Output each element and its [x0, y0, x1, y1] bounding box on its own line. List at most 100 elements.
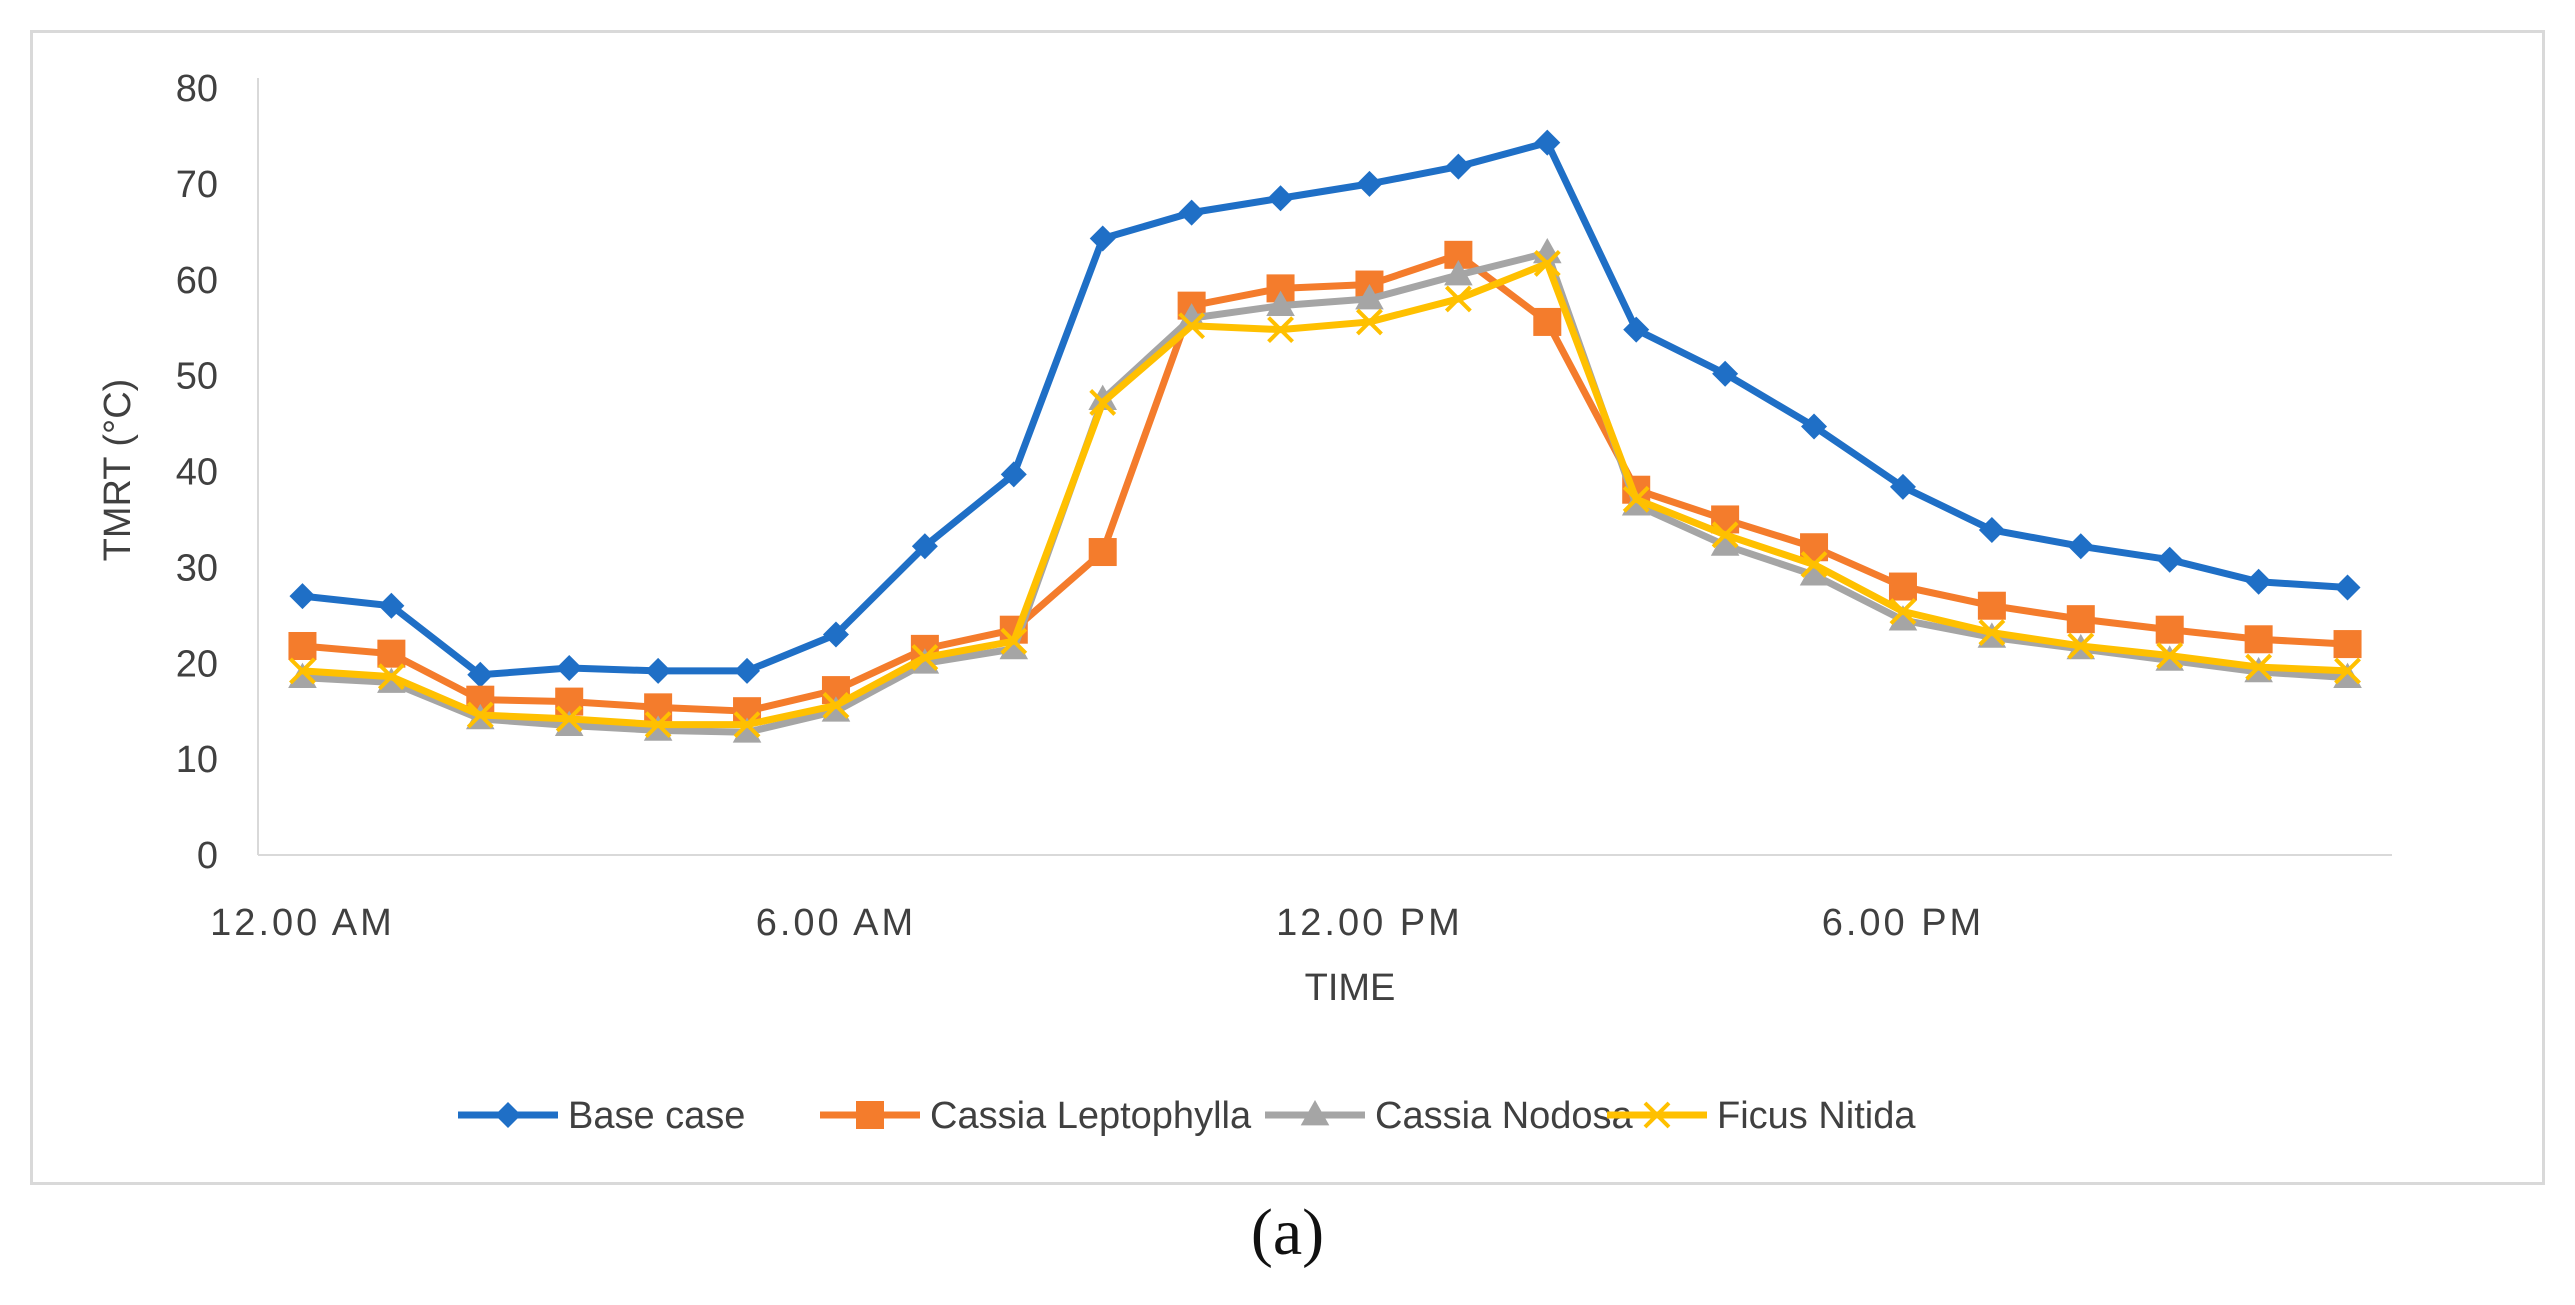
data-point — [289, 583, 316, 610]
series-3 — [289, 250, 2361, 739]
y-tick-label: 40 — [176, 452, 218, 494]
legend-item: Ficus Nitida — [1607, 1095, 1916, 1137]
data-point — [1089, 225, 1116, 252]
data-point — [1355, 283, 1384, 310]
data-point — [1177, 303, 1206, 329]
legend-label: Base case — [568, 1095, 745, 1137]
data-point — [2156, 546, 2183, 573]
data-point — [2066, 605, 2095, 634]
data-point — [999, 633, 1029, 660]
data-point — [2245, 568, 2272, 595]
legend-label: Cassia Leptophylla — [930, 1095, 1252, 1137]
legend-item: Cassia Leptophylla — [820, 1095, 1252, 1137]
data-point — [466, 701, 494, 729]
data-point — [2334, 657, 2361, 685]
data-point — [1088, 384, 1118, 410]
data-point — [2333, 662, 2362, 689]
data-point — [1888, 605, 1918, 631]
plot-area — [288, 129, 2362, 743]
y-tick-label: 0 — [197, 835, 218, 877]
data-point — [1534, 129, 1561, 156]
data-point — [495, 1102, 521, 1128]
x-tick-label: 6.00 PM — [1822, 902, 1985, 944]
legend-label: Cassia Nodosa — [1375, 1095, 1634, 1137]
data-point — [289, 657, 316, 685]
data-point — [1977, 591, 2006, 620]
x-axis: 12.00 AM 6.00 AM 12.00 PM 6.00 PM — [210, 854, 2392, 944]
data-point — [1643, 1101, 1671, 1129]
data-point — [467, 661, 494, 688]
data-point — [1623, 316, 1650, 343]
data-point — [1444, 260, 1473, 286]
series-line — [302, 259, 2348, 729]
data-point — [1712, 360, 1739, 387]
data-point — [1533, 250, 1561, 277]
series-line — [302, 139, 2348, 679]
series-0 — [289, 129, 2361, 688]
data-point — [2067, 632, 2095, 660]
data-point — [1622, 485, 1650, 513]
data-point — [1088, 538, 1117, 567]
data-point — [555, 705, 583, 733]
legend-label: Ficus Nitida — [1717, 1095, 1916, 1137]
data-point — [377, 639, 406, 668]
data-point — [1978, 619, 2006, 646]
data-point — [1300, 1100, 1330, 1126]
data-point — [1889, 473, 1916, 500]
data-point — [1178, 312, 1206, 340]
data-point — [1710, 530, 1740, 556]
data-point — [822, 621, 849, 648]
data-point — [2244, 625, 2273, 654]
data-point — [732, 717, 762, 743]
series-line — [302, 251, 2348, 715]
data-point — [2067, 533, 2094, 560]
data-point — [1089, 389, 1117, 416]
data-point — [288, 662, 317, 689]
y-tick-label: 20 — [176, 643, 218, 685]
data-point — [554, 710, 584, 736]
y-tick-label: 60 — [176, 260, 218, 302]
chart-frame — [30, 30, 2545, 1185]
data-point — [1178, 199, 1205, 226]
x-tick-label: 6.00 AM — [756, 902, 916, 944]
x-tick-label: 12.00 AM — [210, 902, 395, 944]
data-point — [1888, 572, 1917, 601]
data-point — [1444, 285, 1472, 313]
figure-caption: (a) — [1250, 1196, 1325, 1269]
data-point — [288, 631, 317, 660]
data-point — [733, 711, 761, 739]
data-point — [556, 655, 583, 682]
x-tick-label: 12.00 PM — [1276, 902, 1463, 944]
legend-item: Cassia Nodosa — [1265, 1095, 1634, 1137]
y-tick-label: 10 — [176, 739, 218, 781]
data-point — [1356, 308, 1383, 336]
data-point — [378, 592, 405, 619]
y-axis-title: TMRT (°C) — [97, 379, 139, 562]
series-line — [302, 249, 2348, 736]
data-point — [1533, 307, 1562, 336]
data-point — [911, 644, 939, 671]
data-point — [856, 1101, 884, 1129]
data-point — [1445, 153, 1472, 180]
data-point — [1267, 316, 1294, 344]
series-1 — [288, 240, 2362, 726]
data-point — [2333, 630, 2362, 659]
data-point — [1267, 185, 1294, 212]
y-axis: 0 10 20 30 40 50 60 70 80 — [176, 68, 259, 877]
data-point — [2245, 653, 2273, 681]
data-point — [1711, 521, 1739, 549]
data-point — [1978, 516, 2005, 543]
data-point — [1000, 627, 1028, 655]
legend: Base case Cassia Leptophylla Cassia Nodosa… — [458, 1095, 1916, 1137]
data-point — [377, 663, 405, 691]
data-point — [1889, 598, 1917, 625]
data-point — [822, 692, 850, 719]
y-tick-label: 50 — [176, 356, 218, 398]
y-tick-label: 30 — [176, 547, 218, 589]
data-point — [1799, 560, 1829, 586]
legend-item: Base case — [458, 1095, 745, 1137]
x-axis-title: TIME — [1305, 967, 1396, 1009]
y-tick-label: 80 — [176, 68, 218, 110]
data-point — [2156, 642, 2184, 669]
